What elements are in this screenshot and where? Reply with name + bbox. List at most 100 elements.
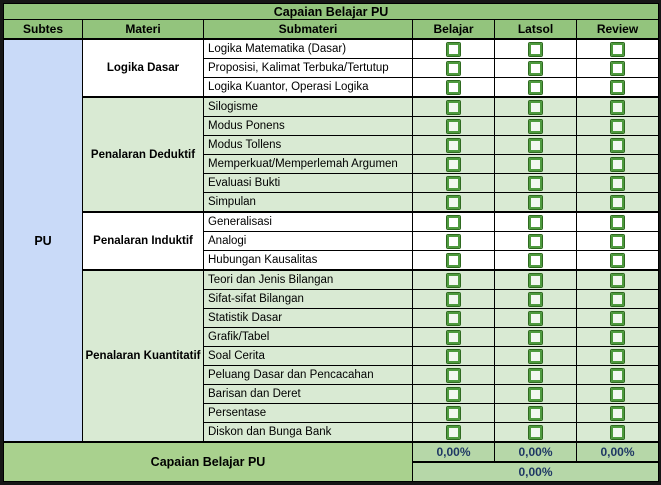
checkbox-review[interactable] <box>611 61 624 75</box>
checkbox-belajar[interactable] <box>447 330 460 344</box>
materi-cell: Penalaran Kuantitatif <box>82 269 204 443</box>
table-row: Modus Tollens <box>4 135 660 155</box>
cell-belajar <box>412 38 495 59</box>
checkbox-latsol[interactable] <box>529 349 542 363</box>
cell-review <box>575 38 660 59</box>
checkbox-belajar[interactable] <box>447 234 460 248</box>
checkbox-review[interactable] <box>611 406 624 420</box>
table-row: Logika Kuantor, Operasi Logika <box>4 77 660 98</box>
checkbox-belajar[interactable] <box>447 176 460 190</box>
checkbox-belajar[interactable] <box>447 100 460 114</box>
checkbox-belajar[interactable] <box>447 119 460 133</box>
footer-review-pct: 0,00% <box>575 441 660 463</box>
cell-belajar <box>412 192 495 213</box>
checkbox-review[interactable] <box>611 80 624 94</box>
cell-review <box>575 58 660 78</box>
checkbox-latsol[interactable] <box>529 195 542 209</box>
checkbox-review[interactable] <box>611 292 624 306</box>
checkbox-review[interactable] <box>611 234 624 248</box>
checkbox-review[interactable] <box>611 330 624 344</box>
submateri-cell: Modus Tollens <box>203 135 413 155</box>
cell-belajar <box>412 308 495 328</box>
cell-review <box>575 422 660 443</box>
checkbox-review[interactable] <box>611 311 624 325</box>
cell-latsol <box>494 231 577 251</box>
submateri-cell: Simpulan <box>203 192 413 213</box>
checkbox-review[interactable] <box>611 425 624 439</box>
checkbox-belajar[interactable] <box>447 292 460 306</box>
cell-latsol <box>494 154 577 174</box>
checkbox-latsol[interactable] <box>529 387 542 401</box>
cell-belajar <box>412 211 495 232</box>
cell-latsol <box>494 422 577 443</box>
checkbox-review[interactable] <box>611 100 624 114</box>
checkbox-latsol[interactable] <box>529 425 542 439</box>
checkbox-belajar[interactable] <box>447 138 460 152</box>
checkbox-latsol[interactable] <box>529 292 542 306</box>
checkbox-latsol[interactable] <box>529 215 542 229</box>
checkbox-latsol[interactable] <box>529 80 542 94</box>
checkbox-review[interactable] <box>611 157 624 171</box>
checkbox-belajar[interactable] <box>447 61 460 75</box>
checkbox-review[interactable] <box>611 253 624 267</box>
table-row: Proposisi, Kalimat Terbuka/Tertutup <box>4 58 660 78</box>
checkbox-review[interactable] <box>611 195 624 209</box>
checkbox-belajar[interactable] <box>447 387 460 401</box>
cell-belajar <box>412 58 495 78</box>
checkbox-review[interactable] <box>611 42 624 56</box>
checkbox-belajar[interactable] <box>447 42 460 56</box>
cell-latsol <box>494 365 577 385</box>
cell-belajar <box>412 289 495 309</box>
checkbox-review[interactable] <box>611 349 624 363</box>
checkbox-belajar[interactable] <box>447 253 460 267</box>
checkbox-belajar[interactable] <box>447 80 460 94</box>
cell-belajar <box>412 269 495 290</box>
checkbox-latsol[interactable] <box>529 138 542 152</box>
checkbox-review[interactable] <box>611 176 624 190</box>
table-row: Persentase <box>4 403 660 423</box>
checkbox-review[interactable] <box>611 387 624 401</box>
submateri-cell: Memperkuat/Memperlemah Argumen <box>203 154 413 174</box>
checkbox-latsol[interactable] <box>529 42 542 56</box>
checkbox-belajar[interactable] <box>447 349 460 363</box>
column-header-materi: Materi <box>82 19 204 40</box>
checkbox-latsol[interactable] <box>529 330 542 344</box>
cell-latsol <box>494 250 577 271</box>
submateri-cell: Proposisi, Kalimat Terbuka/Tertutup <box>203 58 413 78</box>
checkbox-belajar[interactable] <box>447 311 460 325</box>
checkbox-belajar[interactable] <box>447 425 460 439</box>
checkbox-belajar[interactable] <box>447 157 460 171</box>
cell-belajar <box>412 250 495 271</box>
checkbox-review[interactable] <box>611 119 624 133</box>
checkbox-latsol[interactable] <box>529 100 542 114</box>
checkbox-latsol[interactable] <box>529 119 542 133</box>
table-row: Penalaran Induktif Generalisasi <box>4 211 660 271</box>
checkbox-review[interactable] <box>611 368 624 382</box>
checkbox-latsol[interactable] <box>529 273 542 287</box>
checkbox-belajar[interactable] <box>447 215 460 229</box>
checkbox-latsol[interactable] <box>529 61 542 75</box>
table-row: Simpulan <box>4 192 660 213</box>
checkbox-belajar[interactable] <box>447 195 460 209</box>
cell-belajar <box>412 77 495 98</box>
table-body: PU Logika Dasar Logika Matematika (Dasar) P… <box>3 38 660 443</box>
cell-latsol <box>494 192 577 213</box>
cell-latsol <box>494 58 577 78</box>
checkbox-latsol[interactable] <box>529 253 542 267</box>
checkbox-review[interactable] <box>611 138 624 152</box>
checkbox-latsol[interactable] <box>529 368 542 382</box>
checkbox-review[interactable] <box>611 215 624 229</box>
checkbox-latsol[interactable] <box>529 234 542 248</box>
cell-latsol <box>494 77 577 98</box>
checkbox-latsol[interactable] <box>529 157 542 171</box>
cell-belajar <box>412 365 495 385</box>
checkbox-belajar[interactable] <box>447 406 460 420</box>
cell-belajar <box>412 116 495 136</box>
submateri-cell: Modus Ponens <box>203 116 413 136</box>
checkbox-review[interactable] <box>611 273 624 287</box>
checkbox-latsol[interactable] <box>529 311 542 325</box>
checkbox-belajar[interactable] <box>447 368 460 382</box>
checkbox-belajar[interactable] <box>447 273 460 287</box>
checkbox-latsol[interactable] <box>529 176 542 190</box>
checkbox-latsol[interactable] <box>529 406 542 420</box>
